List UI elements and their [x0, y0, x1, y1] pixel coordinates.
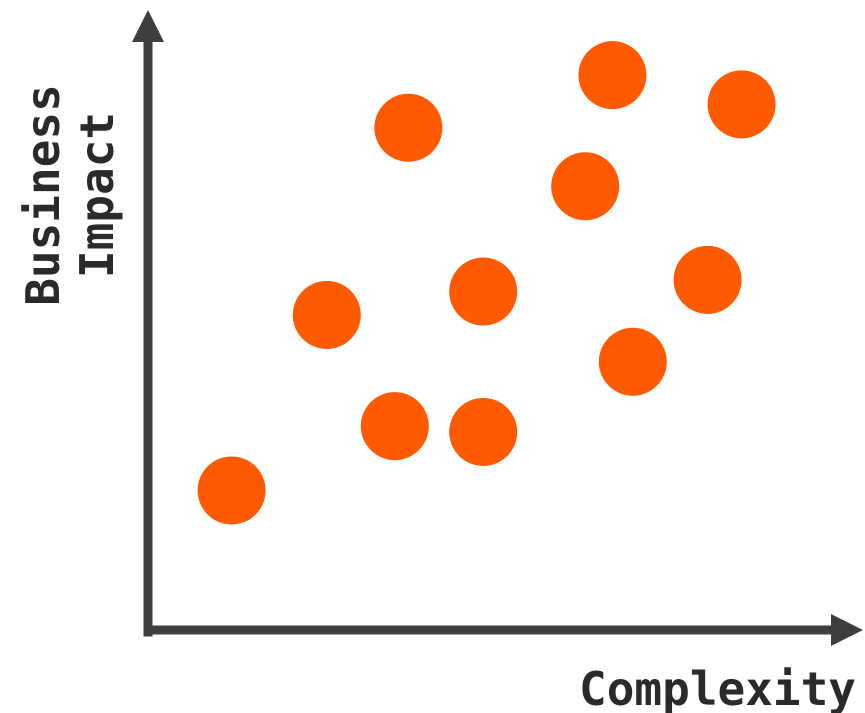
data-point-3 — [360, 392, 429, 461]
data-point-2 — [292, 280, 361, 349]
data-point-1 — [197, 456, 266, 525]
data-points — [197, 41, 776, 525]
y-axis-arrow-icon — [132, 10, 164, 42]
x-axis-label: Complexity — [579, 662, 856, 713]
x-axis-arrow-icon — [831, 614, 863, 646]
y-axis — [132, 10, 164, 637]
data-point-7 — [551, 152, 620, 221]
data-point-10 — [673, 245, 742, 314]
y-axis-label-line-1: Business — [16, 84, 70, 306]
y-axis-label-line-2: Impact — [70, 112, 124, 278]
data-point-4 — [374, 93, 443, 162]
data-point-8 — [598, 327, 667, 396]
data-point-6 — [449, 257, 518, 326]
data-point-9 — [578, 41, 647, 110]
data-point-11 — [707, 70, 776, 139]
x-axis — [143, 614, 863, 646]
y-axis-label: Business Impact — [16, 84, 124, 306]
data-point-5 — [449, 397, 518, 466]
